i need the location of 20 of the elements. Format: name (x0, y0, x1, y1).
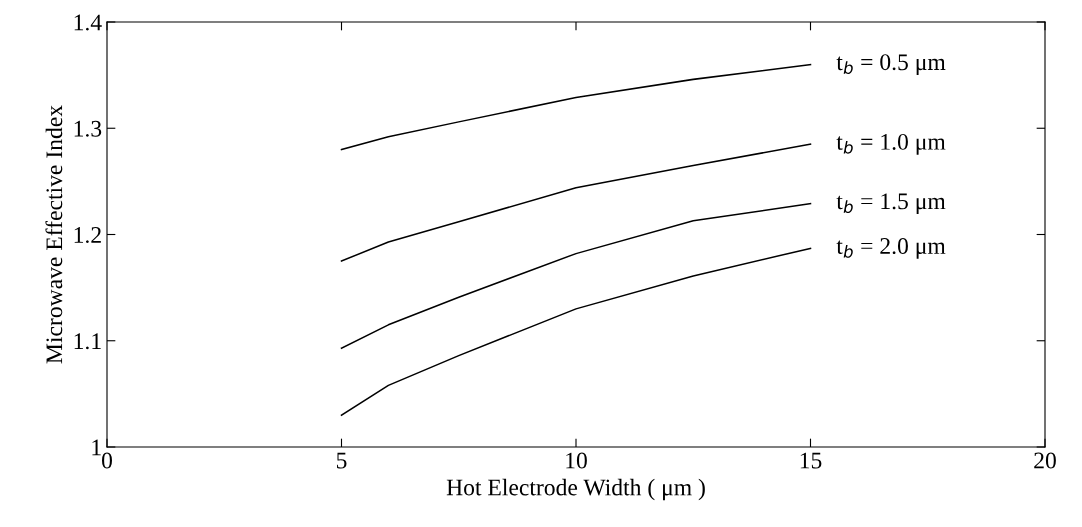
x-axis-title: Hot Electrode Width ( μm ) (446, 478, 705, 501)
x-tick-label: 15 (800, 452, 822, 469)
x-tick-label: 10 (566, 452, 587, 469)
x-tick-label: 20 (1034, 452, 1056, 469)
series-label: t$_{b}$ = 1.5 μm (836, 193, 946, 215)
y-tick-label: 1 (92, 439, 101, 456)
y-tick-label: 1.2 (74, 227, 101, 244)
x-tick-label: 0 (102, 452, 112, 469)
y-tick-label: 1.4 (74, 14, 102, 31)
line-series (340, 202, 812, 349)
series-label: t$_{b}$ = 1.0 μm (836, 133, 946, 155)
series-label: t$_{b}$ = 0.5 μm (836, 54, 946, 75)
line-series (340, 247, 812, 416)
y-axis-title: Microwave Effective Index (45, 105, 63, 364)
x-tick-label: 5 (336, 452, 347, 469)
series-label: t$_{b}$ = 2.0 μm (836, 238, 946, 259)
y-tick-label: 1.3 (74, 120, 102, 137)
y-tick-label: 1.1 (74, 333, 101, 350)
line-series (340, 63, 812, 151)
line-series (340, 143, 812, 262)
